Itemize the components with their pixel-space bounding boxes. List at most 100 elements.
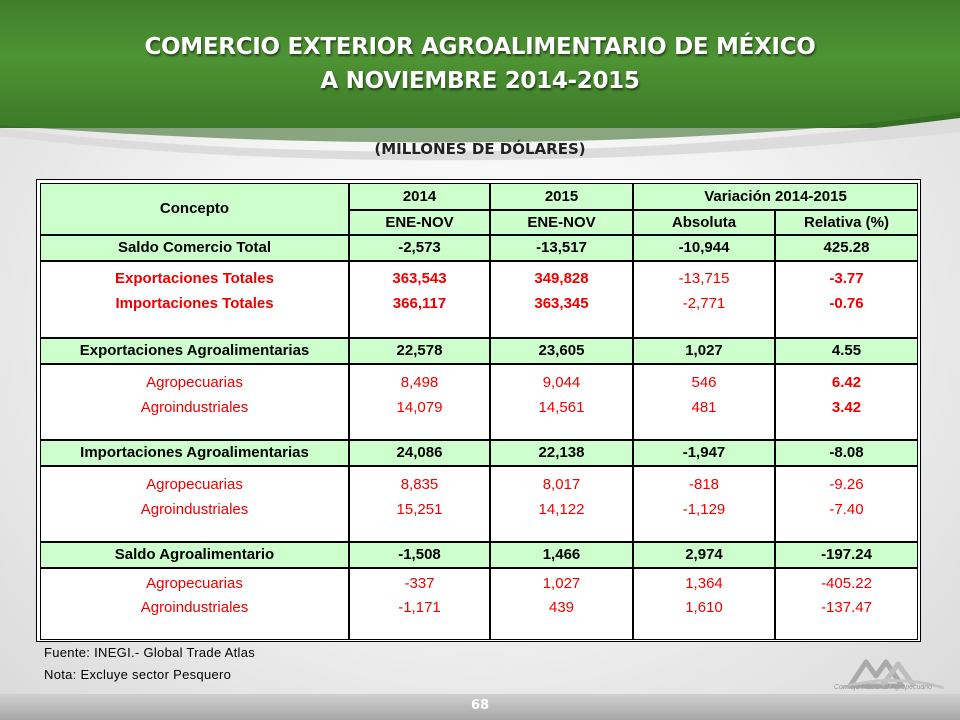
title-line-2: A NOVIEMBRE 2014-2015 bbox=[320, 68, 640, 94]
import-agropecuarias-label: Agropecuarias bbox=[146, 476, 243, 493]
export-agro-label: Exportaciones Agroalimentarias bbox=[40, 338, 349, 364]
export-agro-absoluta: 1,027 bbox=[633, 338, 775, 364]
page-number: 68 bbox=[470, 698, 490, 713]
export-totales-2014: 363,543 bbox=[392, 270, 447, 287]
import-agro-2015: 22,138 bbox=[490, 440, 633, 466]
export-agroindustriales-2014: 14,079 bbox=[396, 399, 443, 416]
footnote-fuente: Fuente: INEGI.- Global Trade Atlas bbox=[44, 645, 256, 660]
import-totales-2015: 363,345 bbox=[534, 295, 589, 312]
export-agropecuarias-absoluta: 546 bbox=[691, 374, 717, 391]
import-agroindustriales-2014: 15,251 bbox=[396, 501, 443, 518]
logo-caption: Consejo Nacional Agropecuario bbox=[833, 684, 933, 691]
saldo-total-2014: -2,573 bbox=[349, 235, 490, 261]
totales-2015-box: 349,828 363,345 bbox=[490, 261, 633, 338]
import-agro-label: Importaciones Agroalimentarias bbox=[40, 440, 349, 466]
import-totales-label: Importaciones Totales bbox=[115, 295, 274, 312]
saldo-agroindustriales-label: Agroindustriales bbox=[140, 599, 249, 616]
totales-label-box: Exportaciones Totales Importaciones Tota… bbox=[40, 261, 349, 338]
totales-2014-box: 363,543 366,117 bbox=[349, 261, 490, 338]
trade-table: Concepto 2014 2015 Variación 2014-2015 E… bbox=[36, 179, 921, 642]
saldo-agro-2015: 1,466 bbox=[490, 542, 633, 568]
export-detail-relativa-box: 6.42 3.42 bbox=[775, 364, 918, 440]
export-agroindustriales-label: Agroindustriales bbox=[140, 399, 249, 416]
saldo-agropecuarias-label: Agropecuarias bbox=[146, 575, 243, 592]
import-agropecuarias-2014: 8,835 bbox=[400, 476, 439, 493]
page-title: COMERCIO EXTERIOR AGROALIMENTARIO DE MÉX… bbox=[0, 30, 960, 98]
saldo-agro-relativa: -197.24 bbox=[775, 542, 918, 568]
export-agro-2014: 22,578 bbox=[349, 338, 490, 364]
totales-absoluta-box: -13,715 -2,771 bbox=[633, 261, 775, 338]
export-agro-2015: 23,605 bbox=[490, 338, 633, 364]
import-agroindustriales-2015: 14,122 bbox=[538, 501, 585, 518]
saldo-detail-2014-box: -337 -1,171 bbox=[349, 568, 490, 640]
import-agropecuarias-absoluta: -818 bbox=[688, 476, 720, 493]
saldo-total-relativa: 425.28 bbox=[775, 235, 918, 261]
footer-band bbox=[0, 694, 960, 720]
totales-relativa-box: -3.77 -0.76 bbox=[775, 261, 918, 338]
saldo-agro-absoluta: 2,974 bbox=[633, 542, 775, 568]
export-detail-absoluta-box: 546 481 bbox=[633, 364, 775, 440]
header-absoluta: Absoluta bbox=[633, 210, 775, 235]
export-totales-label: Exportaciones Totales bbox=[115, 270, 274, 287]
header-ene-nov-2015: ENE-NOV bbox=[490, 210, 633, 235]
saldo-detail-2015-box: 1,027 439 bbox=[490, 568, 633, 640]
saldo-agroindustriales-absoluta: 1,610 bbox=[685, 599, 723, 616]
header-variacion: Variación 2014-2015 bbox=[633, 183, 918, 210]
import-agro-relativa: -8.08 bbox=[775, 440, 918, 466]
saldo-detail-absoluta-box: 1,364 1,610 bbox=[633, 568, 775, 640]
import-agropecuarias-2015: 8,017 bbox=[542, 476, 581, 493]
import-agroindustriales-relativa: -7.40 bbox=[829, 501, 864, 518]
title-line-1: COMERCIO EXTERIOR AGROALIMENTARIO DE MÉX… bbox=[144, 34, 816, 60]
export-detail-2015-box: 9,044 14,561 bbox=[490, 364, 633, 440]
cna-logo-icon bbox=[841, 659, 945, 690]
saldo-agropecuarias-2015: 1,027 bbox=[542, 575, 581, 592]
header-ene-nov-2014: ENE-NOV bbox=[349, 210, 490, 235]
import-detail-label-box: Agropecuarias Agroindustriales bbox=[40, 466, 349, 542]
saldo-total-2015: -13,517 bbox=[490, 235, 633, 261]
saldo-agroindustriales-relativa: -137.47 bbox=[821, 599, 872, 616]
saldo-agro-label: Saldo Agroalimentario bbox=[40, 542, 349, 568]
export-agropecuarias-relativa: 6.42 bbox=[831, 374, 862, 391]
import-detail-2014-box: 8,835 15,251 bbox=[349, 466, 490, 542]
export-totales-2015: 349,828 bbox=[534, 270, 589, 287]
export-totales-absoluta: -13,715 bbox=[678, 270, 730, 287]
import-agroindustriales-absoluta: -1,129 bbox=[682, 501, 726, 518]
export-agropecuarias-2014: 8,498 bbox=[400, 374, 439, 391]
export-agroindustriales-absoluta: 481 bbox=[691, 399, 717, 416]
saldo-agropecuarias-relativa: -405.22 bbox=[821, 575, 872, 592]
saldo-total-label: Saldo Comercio Total bbox=[40, 235, 349, 261]
header-band bbox=[0, 0, 960, 128]
import-totales-2014: 366,117 bbox=[392, 295, 447, 312]
export-agropecuarias-label: Agropecuarias bbox=[146, 374, 243, 391]
import-detail-absoluta-box: -818 -1,129 bbox=[633, 466, 775, 542]
header-concepto: Concepto bbox=[40, 183, 349, 235]
import-totales-absoluta: -2,771 bbox=[682, 295, 726, 312]
saldo-agropecuarias-2014: -337 bbox=[404, 575, 435, 592]
import-detail-relativa-box: -9.26 -7.40 bbox=[775, 466, 918, 542]
export-totales-relativa: -3.77 bbox=[829, 270, 864, 287]
header-2014: 2014 bbox=[349, 183, 490, 210]
import-agroindustriales-label: Agroindustriales bbox=[140, 501, 249, 518]
export-detail-2014-box: 8,498 14,079 bbox=[349, 364, 490, 440]
header-swoosh bbox=[0, 112, 960, 161]
export-agroindustriales-2015: 14,561 bbox=[538, 399, 585, 416]
export-agroindustriales-relativa: 3.42 bbox=[831, 399, 862, 416]
import-agro-2014: 24,086 bbox=[349, 440, 490, 466]
saldo-detail-relativa-box: -405.22 -137.47 bbox=[775, 568, 918, 640]
saldo-total-absoluta: -10,944 bbox=[633, 235, 775, 261]
import-totales-relativa: -0.76 bbox=[829, 295, 864, 312]
header-relativa: Relativa (%) bbox=[775, 210, 918, 235]
import-agropecuarias-relativa: -9.26 bbox=[829, 476, 864, 493]
footnote-nota: Nota: Excluye sector Pesquero bbox=[44, 667, 232, 682]
export-agropecuarias-2015: 9,044 bbox=[542, 374, 581, 391]
import-detail-2015-box: 8,017 14,122 bbox=[490, 466, 633, 542]
header-2015: 2015 bbox=[490, 183, 633, 210]
saldo-agro-2014: -1,508 bbox=[349, 542, 490, 568]
page-subtitle: (MILLONES DE DÓLARES) bbox=[374, 140, 586, 158]
export-detail-label-box: Agropecuarias Agroindustriales bbox=[40, 364, 349, 440]
saldo-agroindustriales-2015: 439 bbox=[548, 599, 575, 616]
saldo-agropecuarias-absoluta: 1,364 bbox=[685, 575, 723, 592]
saldo-detail-label-box: Agropecuarias Agroindustriales bbox=[40, 568, 349, 640]
import-agro-absoluta: -1,947 bbox=[633, 440, 775, 466]
export-agro-relativa: 4.55 bbox=[775, 338, 918, 364]
